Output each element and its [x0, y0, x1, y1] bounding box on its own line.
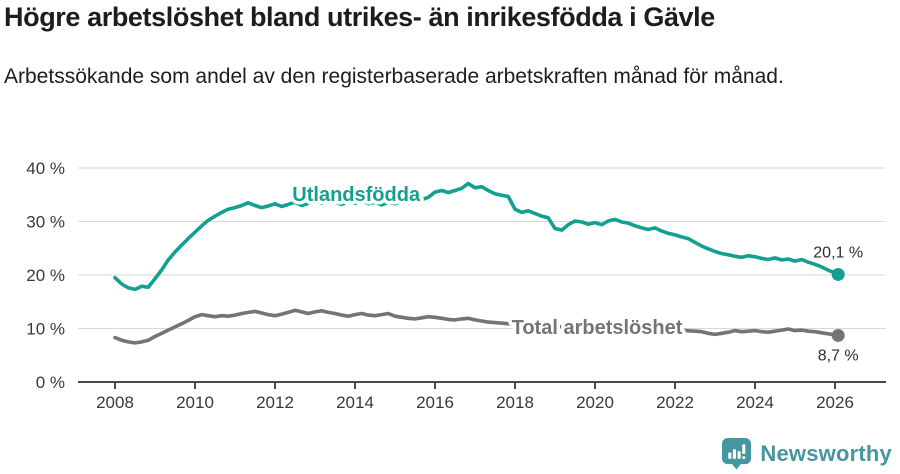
- series-end-value-1: 8,7 %: [818, 347, 859, 364]
- series-label-1: Total arbetslöshet: [512, 317, 683, 339]
- newsworthy-icon: [722, 438, 752, 470]
- x-tick-label: 2008: [96, 393, 134, 412]
- series-label-0: Utlandsfödda: [292, 184, 421, 206]
- x-tick-label: 2010: [176, 393, 214, 412]
- chart-subtitle: Arbetssökande som andel av den registerb…: [4, 65, 784, 88]
- x-tick-label: 2026: [816, 393, 854, 412]
- x-tick-label: 2022: [656, 393, 694, 412]
- x-tick-label: 2018: [496, 393, 534, 412]
- x-tick-label: 2014: [336, 393, 374, 412]
- page-title: Högre arbetslöshet bland utrikes- än inr…: [4, 2, 715, 32]
- y-tick-label: 0 %: [36, 373, 65, 392]
- x-tick-label: 2020: [576, 393, 614, 412]
- y-tick-label: 30 %: [26, 213, 65, 232]
- y-tick-label: 40 %: [26, 159, 65, 178]
- series-line-1: [113, 308, 841, 345]
- line-chart: 2008 2010 2012 2014 2016 2018 2020 2022 2024 2026…: [26, 159, 886, 412]
- logo-bubble-shape: [722, 438, 752, 470]
- x-tick-label: 2016: [416, 393, 454, 412]
- brand-text: Newsworthy: [760, 440, 892, 466]
- series-line-0: [113, 181, 841, 292]
- series-end-dot-1: [831, 328, 845, 342]
- logo-barchart-glyph: [728, 444, 746, 459]
- newsworthy-logo[interactable]: Newsworthy: [721, 437, 892, 470]
- series-end-value-0: 20,1 %: [813, 244, 863, 261]
- y-tick-label: 20 %: [26, 266, 65, 285]
- series-end-dot-0: [831, 267, 845, 281]
- x-tick-label: 2024: [736, 393, 774, 412]
- y-tick-label: 10 %: [26, 320, 65, 339]
- x-tick-label: 2012: [256, 393, 294, 412]
